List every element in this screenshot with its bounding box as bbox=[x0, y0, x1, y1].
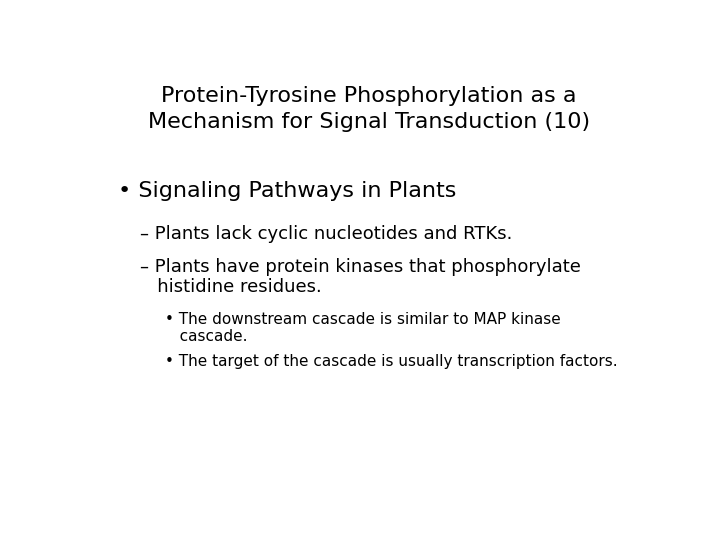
Text: Protein-Tyrosine Phosphorylation as a
Mechanism for Signal Transduction (10): Protein-Tyrosine Phosphorylation as a Me… bbox=[148, 85, 590, 132]
Text: • The target of the cascade is usually transcription factors.: • The target of the cascade is usually t… bbox=[166, 354, 618, 369]
Text: cascade.: cascade. bbox=[166, 329, 248, 344]
Text: • The downstream cascade is similar to MAP kinase: • The downstream cascade is similar to M… bbox=[166, 312, 561, 327]
Text: • Signaling Pathways in Plants: • Signaling Pathways in Plants bbox=[118, 181, 456, 201]
Text: – Plants lack cyclic nucleotides and RTKs.: – Plants lack cyclic nucleotides and RTK… bbox=[140, 225, 513, 243]
Text: histidine residues.: histidine residues. bbox=[140, 278, 322, 296]
Text: – Plants have protein kinases that phosphorylate: – Plants have protein kinases that phosp… bbox=[140, 258, 581, 276]
